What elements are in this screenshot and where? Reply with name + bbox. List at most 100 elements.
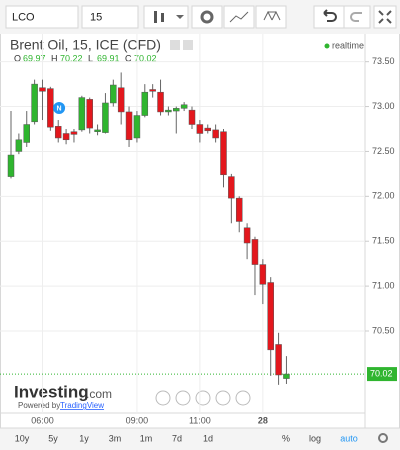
- ohlc-value: 70.02: [134, 53, 157, 63]
- candle-body: [251, 239, 259, 265]
- candle-body: [94, 129, 101, 132]
- ohlc-value: 70.22: [60, 53, 83, 63]
- x-tick-label: 06:00: [31, 415, 54, 425]
- candle-body: [54, 126, 62, 139]
- y-tick-label: 72.00: [372, 191, 395, 201]
- icon: [229, 11, 249, 23]
- scroll-left[interactable]: [155, 390, 171, 406]
- ohlc-label: L: [88, 53, 93, 63]
- event-marker[interactable]: [53, 102, 66, 114]
- candle-body: [102, 102, 109, 133]
- symbol-input[interactable]: [5, 5, 79, 29]
- fullscreen[interactable]: [373, 5, 397, 29]
- settings[interactable]: [191, 5, 223, 29]
- candle-body: [212, 129, 219, 139]
- icon: [154, 11, 157, 23]
- candle-body: [283, 373, 290, 379]
- indicators[interactable]: [223, 5, 255, 29]
- event-marker-label: N: [57, 105, 62, 112]
- ohlc-label: H: [51, 53, 58, 63]
- option-button[interactable]: %: [282, 433, 290, 443]
- status-dot: [324, 43, 330, 49]
- scroll-right[interactable]: [235, 390, 251, 406]
- candle-body: [180, 104, 188, 109]
- footer-settings[interactable]: [378, 433, 388, 443]
- ohlc-label: C: [125, 53, 132, 63]
- range-button[interactable]: 10y: [15, 433, 30, 443]
- x-tick-label: 28: [258, 415, 268, 425]
- candle-body: [31, 83, 38, 123]
- candle-body: [275, 344, 282, 376]
- icon: [200, 10, 214, 24]
- icon: [183, 40, 193, 50]
- candle-body: [173, 108, 180, 112]
- range-button[interactable]: 3m: [109, 433, 122, 443]
- brand-suffix: .com: [86, 387, 112, 401]
- candle-body: [267, 282, 274, 351]
- candle-body: [196, 124, 204, 134]
- candle-body: [133, 115, 141, 139]
- x-tick-label: 11:00: [189, 415, 211, 425]
- candle-body: [78, 97, 86, 131]
- zoom-in[interactable]: [215, 390, 231, 406]
- symbol: LCO: [12, 11, 35, 23]
- candle-body: [7, 154, 15, 177]
- last-price-label: 70.02: [370, 368, 393, 378]
- ohlc-value: 69.97: [23, 53, 46, 63]
- candle-body: [259, 264, 267, 285]
- candle-body: [149, 89, 156, 92]
- powered-by: Powered by: [18, 401, 60, 410]
- candle-body: [23, 124, 30, 143]
- y-tick-label: 71.50: [372, 236, 395, 246]
- redo[interactable]: [343, 5, 371, 29]
- range-button[interactable]: 1d: [203, 433, 213, 443]
- candle-body: [235, 197, 243, 222]
- range-button[interactable]: 1m: [140, 433, 153, 443]
- candle-body: [188, 109, 196, 125]
- range-button[interactable]: 5y: [48, 433, 58, 443]
- candle-body: [117, 87, 125, 113]
- icon: [263, 10, 281, 21]
- y-tick-label: 72.50: [372, 146, 395, 156]
- icon: [170, 40, 180, 50]
- partner-link[interactable]: TradingView: [60, 401, 104, 410]
- candle-body: [86, 99, 93, 129]
- candle-body: [204, 127, 211, 132]
- y-tick-label: 71.00: [372, 280, 395, 290]
- ohlc-label: O: [14, 53, 21, 63]
- navigation: [155, 390, 251, 406]
- zoom-out[interactable]: [175, 390, 191, 406]
- chart-title: Brent Oil, 15, ICE (CFD): [10, 37, 161, 53]
- undo[interactable]: [313, 5, 345, 29]
- y-tick-label: 70.50: [372, 325, 395, 335]
- y-tick-label: 73.00: [372, 101, 395, 111]
- y-tick-label: 73.50: [372, 56, 395, 66]
- candle-body: [47, 88, 54, 128]
- range-button[interactable]: 7d: [172, 433, 182, 443]
- candle-body: [110, 84, 117, 104]
- option-button[interactable]: auto: [340, 433, 358, 443]
- candle-body: [220, 131, 227, 176]
- x-tick-label: 09:00: [126, 415, 149, 425]
- ohlc-value: 69.91: [97, 53, 120, 63]
- interval: 15: [90, 11, 102, 23]
- icon: [350, 12, 362, 22]
- icon: [323, 9, 337, 22]
- candle-body: [165, 109, 172, 113]
- candle-body: [62, 133, 70, 141]
- icon: [378, 10, 392, 24]
- option-button[interactable]: log: [309, 433, 321, 443]
- interval-select[interactable]: [81, 5, 139, 29]
- footer-bg: [0, 428, 400, 450]
- candle-body: [243, 227, 251, 244]
- brand: Investing: [14, 382, 89, 401]
- range-button[interactable]: 1y: [79, 433, 89, 443]
- candle-body: [157, 91, 164, 113]
- candle-body: [70, 131, 78, 135]
- candle-body: [141, 91, 149, 116]
- toolbar: LCO 15: [0, 0, 400, 34]
- reset[interactable]: [195, 390, 211, 406]
- candle-body: [15, 139, 23, 152]
